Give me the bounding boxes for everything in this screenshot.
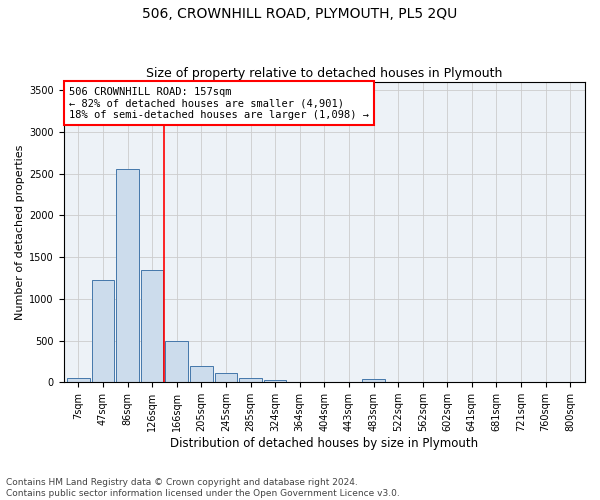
Text: Contains HM Land Registry data © Crown copyright and database right 2024.
Contai: Contains HM Land Registry data © Crown c… [6, 478, 400, 498]
Text: 506 CROWNHILL ROAD: 157sqm
← 82% of detached houses are smaller (4,901)
18% of s: 506 CROWNHILL ROAD: 157sqm ← 82% of deta… [69, 86, 369, 120]
Bar [67, 378, 90, 382]
Bar [239, 378, 262, 382]
Bar [116, 169, 139, 382]
Bar [141, 270, 163, 382]
Bar [166, 340, 188, 382]
Y-axis label: Number of detached properties: Number of detached properties [15, 144, 25, 320]
Bar [362, 380, 385, 382]
X-axis label: Distribution of detached houses by size in Plymouth: Distribution of detached houses by size … [170, 437, 478, 450]
Bar [92, 280, 114, 382]
Text: 506, CROWNHILL ROAD, PLYMOUTH, PL5 2QU: 506, CROWNHILL ROAD, PLYMOUTH, PL5 2QU [142, 8, 458, 22]
Bar [190, 366, 212, 382]
Title: Size of property relative to detached houses in Plymouth: Size of property relative to detached ho… [146, 66, 503, 80]
Bar [264, 380, 286, 382]
Bar [215, 374, 237, 382]
